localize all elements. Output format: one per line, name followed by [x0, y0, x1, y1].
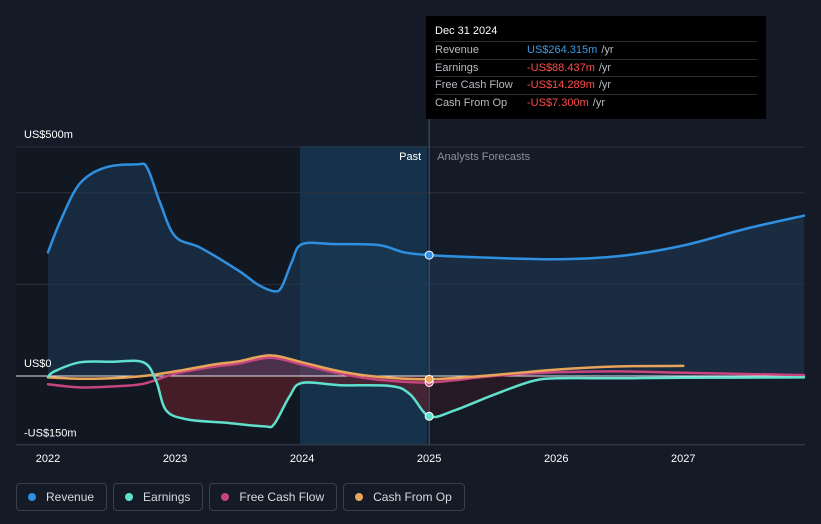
x-tick-label: 2027: [671, 453, 695, 465]
tooltip-row-cash-from-op: Cash From Op -US$7.300m /yr: [435, 93, 757, 112]
chart-legend: Revenue Earnings Free Cash Flow Cash Fro…: [16, 483, 465, 511]
cash-from-op-marker: [424, 374, 434, 384]
legend-item-revenue[interactable]: Revenue: [16, 483, 108, 511]
data-tooltip: Dec 31 2024 Revenue US$264.315m /yr Earn…: [426, 16, 766, 119]
tooltip-date: Dec 31 2024: [435, 25, 498, 37]
revenue-marker: [424, 250, 434, 260]
tooltip-value: US$264.315m: [527, 44, 598, 57]
legend-label: Cash From Op: [373, 490, 452, 504]
forecast-label: Analysts Forecasts: [437, 151, 530, 163]
revenue-area: [48, 163, 804, 376]
revenue-line: [46, 162, 806, 293]
x-tick-label: 2026: [544, 453, 568, 465]
free-cash-flow-area: [48, 357, 430, 376]
legend-label: Free Cash Flow: [239, 490, 325, 504]
tooltip-row-free-cash-flow: Free Cash Flow -US$14.289m /yr: [435, 76, 757, 94]
y-axis-labels: US$500m US$0 -US$150m: [24, 129, 77, 440]
current-markers: [424, 250, 434, 421]
legend-item-cash-from-op[interactable]: Cash From Op: [343, 483, 465, 511]
tooltip-unit: /yr: [592, 96, 605, 109]
x-tick-label: 2022: [36, 453, 60, 465]
tooltip-unit: /yr: [598, 61, 612, 74]
tooltip-label: Earnings: [435, 61, 479, 74]
x-tick-label: 2023: [163, 453, 187, 465]
tooltip-unit: /yr: [598, 79, 612, 92]
earnings-line: [46, 359, 806, 429]
y-tick-label: US$500m: [24, 129, 73, 141]
tooltip-label: Cash From Op: [435, 96, 508, 109]
legend-label: Earnings: [143, 490, 191, 504]
x-tick-label: 2024: [290, 453, 314, 465]
earnings-forecast-area: [429, 376, 804, 417]
legend-dot-icon: [355, 493, 364, 501]
tooltip-value: -US$14.289m: [527, 79, 595, 92]
earnings-area: [48, 376, 430, 428]
tooltip-label: Free Cash Flow: [435, 79, 513, 92]
legend-dot-icon: [28, 493, 36, 501]
tooltip-row-revenue: Revenue US$264.315m /yr: [435, 41, 757, 59]
tooltip-value: -US$7.300m: [527, 96, 589, 109]
y-tick-label: US$0: [24, 358, 52, 370]
tooltip-label: Revenue: [435, 44, 480, 57]
cash-from-op-line: [46, 354, 685, 381]
x-tick-label: 2025: [417, 453, 441, 465]
y-tick-label: -US$150m: [24, 428, 77, 440]
free-cash-flow-line: [46, 356, 806, 389]
legend-dot-icon: [221, 493, 230, 501]
legend-item-free-cash-flow[interactable]: Free Cash Flow: [209, 483, 338, 511]
series-lines: [46, 162, 806, 429]
earnings-marker: [424, 411, 434, 421]
legend-label: Revenue: [46, 490, 95, 504]
legend-item-earnings[interactable]: Earnings: [113, 483, 204, 511]
legend-dot-icon: [125, 493, 134, 501]
past-label: Past: [399, 151, 421, 163]
tooltip-value: -US$88.437m: [527, 61, 595, 74]
tooltip-row-earnings: Earnings -US$88.437m /yr: [435, 58, 757, 77]
x-axis-labels: 2022 2023 2024 2025 2026 2027: [36, 453, 696, 465]
tooltip-unit: /yr: [601, 44, 614, 57]
